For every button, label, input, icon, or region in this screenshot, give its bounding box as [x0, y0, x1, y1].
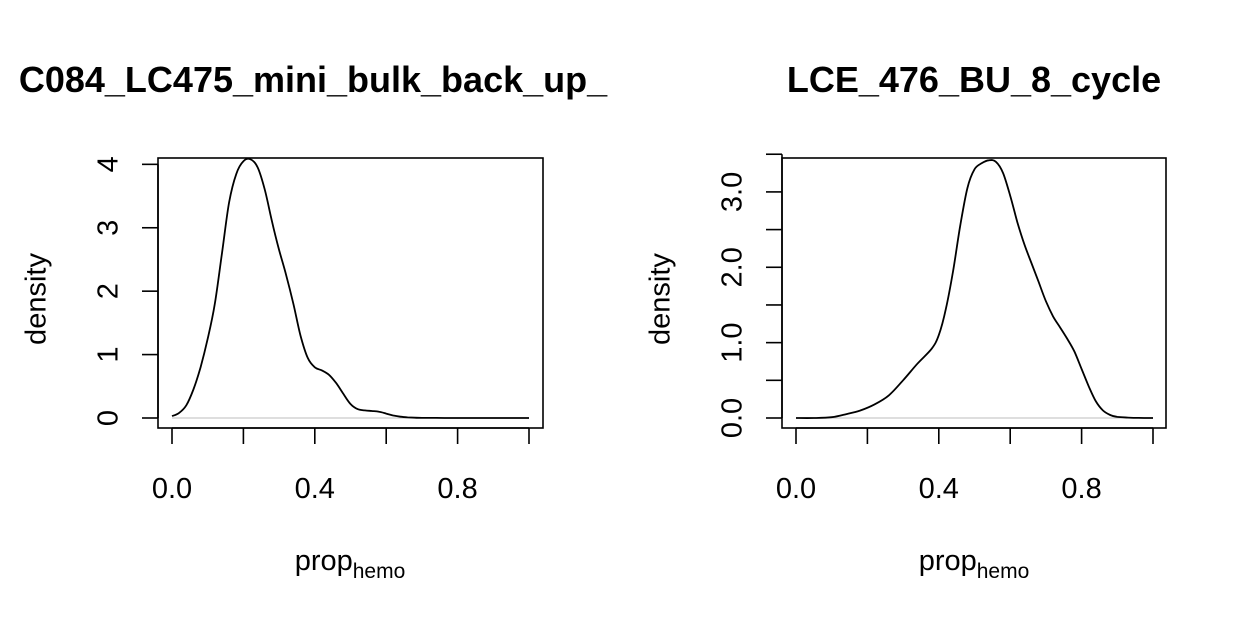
- x-tick-label: 0.0: [776, 473, 816, 505]
- y-tick-label: 2: [93, 283, 125, 299]
- x-axis-label-subscript: hemo: [353, 560, 406, 583]
- y-axis-label: density: [21, 253, 53, 345]
- density-plot-left: C084_LC475_mini_bulk_back_up_ 0.0 0.4 0.8 0 1…: [19, 59, 608, 583]
- y-tick-label: 1: [93, 347, 125, 363]
- x-axis-label: prophemo: [295, 545, 406, 583]
- y-tick-label: 4: [93, 156, 125, 172]
- y-axis-label: density: [645, 253, 677, 345]
- y-tick-label: 2.0: [717, 247, 749, 287]
- x-axis-label-subscript: hemo: [977, 560, 1030, 583]
- chart-title: LCE_476_BU_8_cycle: [787, 59, 1161, 100]
- y-tick-label: 3.0: [717, 172, 749, 212]
- y-tick-label: 0.0: [717, 398, 749, 438]
- chart-title: C084_LC475_mini_bulk_back_up_: [19, 59, 608, 100]
- x-axis-label: prophemo: [919, 545, 1030, 583]
- y-tick-label: 1.0: [717, 322, 749, 362]
- y-tick-label: 0: [93, 410, 125, 426]
- x-tick-label: 0.4: [295, 473, 335, 505]
- x-tick-label: 0.0: [152, 473, 192, 505]
- x-tick-label: 0.4: [919, 473, 959, 505]
- x-axis-label-main: prop: [295, 545, 353, 577]
- x-axis-label-main: prop: [919, 545, 977, 577]
- x-tick-label: 0.8: [437, 473, 477, 505]
- density-curve: [171, 157, 529, 419]
- density-curve: [795, 159, 1154, 419]
- y-tick-label: 3: [93, 220, 125, 236]
- x-tick-label: 0.8: [1061, 473, 1101, 505]
- plot-frame: [781, 157, 1167, 429]
- density-plot-right: LCE_476_BU_8_cycle 0.0 0.4 0.8 0.0 1.0 2.0 3.0 d…: [645, 59, 1167, 583]
